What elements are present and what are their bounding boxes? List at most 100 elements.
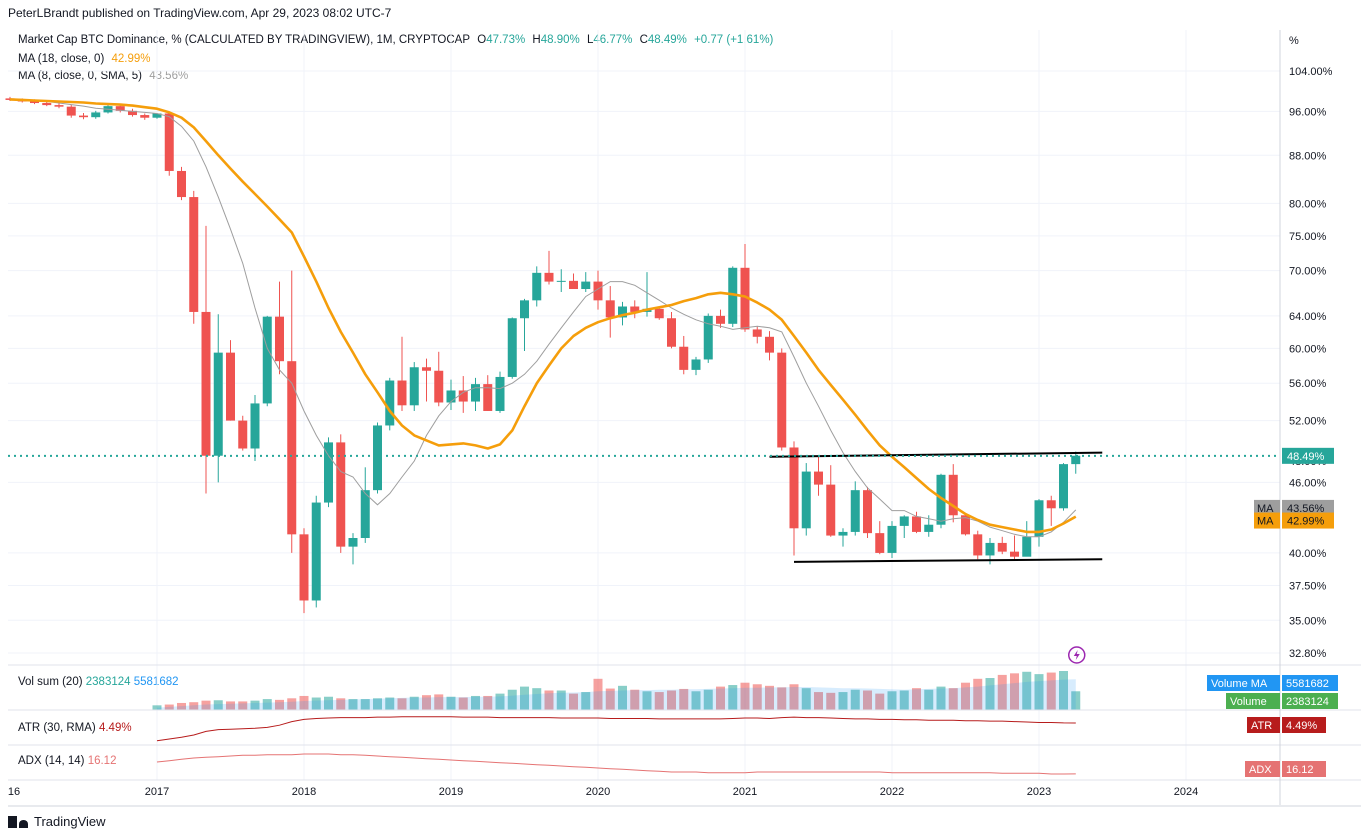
candle-body [409, 367, 419, 406]
grid-lines [8, 70, 1280, 654]
candle-body [667, 318, 676, 347]
ma18-tag-value-bg [1282, 512, 1334, 529]
candle-body [973, 534, 983, 556]
ohlc-high-label: H [532, 34, 541, 46]
candle-body [66, 106, 76, 116]
volume-legend[interactable]: Vol sum (20) 2383124 5581682 [18, 676, 179, 688]
candle-body [703, 315, 713, 360]
candle-body [899, 516, 909, 526]
price-tick-label: 32.80% [1289, 648, 1327, 660]
support-line [793, 558, 1103, 563]
adx-tag-label-bg [1245, 761, 1280, 777]
candle-body [397, 380, 407, 406]
volume-bar [311, 697, 321, 710]
adx-line [156, 753, 1076, 775]
ma8-tag-label: MA [1257, 503, 1274, 515]
candle-body [213, 352, 223, 456]
time-tick-label: 2017 [145, 786, 169, 798]
candle-body [336, 442, 346, 547]
volume-bar [667, 690, 676, 710]
ohlc-change: +0.77 (+1.61%) [694, 34, 774, 46]
candle-body [115, 106, 125, 111]
volume-bar [887, 691, 897, 710]
time-tick-label: 2021 [733, 786, 757, 798]
candle-body [605, 300, 615, 318]
candle-body [495, 376, 505, 411]
volume-legend-value: 2383124 [85, 676, 131, 688]
ma18-tag-label-bg [1254, 512, 1280, 529]
main-legend: Market Cap BTC Dominance, % (CALCULATED … [18, 34, 777, 46]
moving-averages [9, 98, 1077, 538]
ma18-tag: MA 42.99% [1254, 512, 1334, 529]
volume-tag-label: Volume [1230, 696, 1267, 708]
candle-body [532, 272, 542, 301]
time-tick-label: 2023 [1027, 786, 1051, 798]
candle-body [961, 515, 970, 535]
candle-body [287, 361, 297, 535]
atr-legend[interactable]: ATR (30, RMA) 4.49% [18, 722, 132, 734]
candle-body [716, 315, 725, 324]
candle-body [544, 272, 554, 282]
candle-body [740, 267, 750, 330]
candle-body [299, 534, 309, 601]
candle-body [238, 420, 248, 449]
candle-body [311, 502, 321, 601]
volume-bar [373, 698, 382, 710]
volume-bar [593, 678, 603, 710]
candle-body [458, 390, 468, 402]
candle-body [189, 197, 199, 312]
volume-bar [838, 692, 848, 710]
candle-body [801, 471, 811, 529]
candle-body [850, 490, 860, 532]
volume-bar [385, 697, 395, 710]
volume-bar [177, 702, 186, 710]
candle-body [691, 359, 701, 370]
candle-body [140, 115, 150, 118]
candle-body [1046, 500, 1056, 509]
candle-body [997, 542, 1007, 552]
candle-body [385, 380, 395, 426]
ohlc-close-label: C [639, 34, 648, 46]
volume-ma-tag-label: Volume MA [1211, 678, 1268, 690]
trend-lines [8, 451, 1280, 664]
candle-body [1071, 455, 1081, 465]
volume-bar [948, 688, 958, 710]
ohlc-open: 47.73% [486, 34, 526, 46]
candle-body [91, 112, 101, 118]
footer: TradingView [8, 814, 106, 829]
adx-legend[interactable]: ADX (14, 14) 16.12 [18, 755, 116, 767]
ma8-value: 43.56% [149, 70, 189, 82]
candle-body [275, 316, 284, 362]
ohlc-low: 46.77% [593, 34, 633, 46]
adx-legend-value: 16.12 [87, 755, 117, 767]
volume-bar [1022, 671, 1032, 710]
price-tick-label: 75.00% [1289, 231, 1327, 243]
ma8-legend[interactable]: MA (8, close, 0, SMA, 5) 43.56% [18, 70, 192, 82]
volume-bar [226, 701, 235, 710]
volume-tag-value: 2383124 [1286, 696, 1329, 708]
adx-tag-label: ADX [1249, 764, 1272, 776]
volume-bar [961, 682, 970, 710]
ma8-tag-value-bg [1282, 499, 1334, 516]
candle-body [177, 170, 186, 198]
volume-bar [213, 700, 223, 710]
volume-bar [618, 685, 627, 710]
candle-body [936, 474, 946, 525]
candle-body [42, 103, 52, 106]
volume-bar [1010, 673, 1019, 710]
volume-bar [765, 685, 774, 710]
atr-tag-value-bg [1282, 717, 1326, 733]
volume-ma-area [157, 679, 1076, 710]
candle-body [985, 542, 995, 556]
volume-bar [360, 699, 370, 710]
price-unit-label: % [1289, 35, 1299, 47]
volume-bar [569, 693, 578, 710]
ma18-legend[interactable]: MA (18, close, 0) 42.99% [18, 53, 155, 65]
volume-bar [348, 699, 358, 710]
ohlc-open-label: O [477, 34, 487, 46]
price-tick-label: 96.00% [1289, 106, 1327, 118]
price-tick-label: 70.00% [1289, 266, 1327, 278]
ma8-tag-value: 43.56% [1287, 503, 1325, 515]
volume-bar [262, 699, 272, 710]
